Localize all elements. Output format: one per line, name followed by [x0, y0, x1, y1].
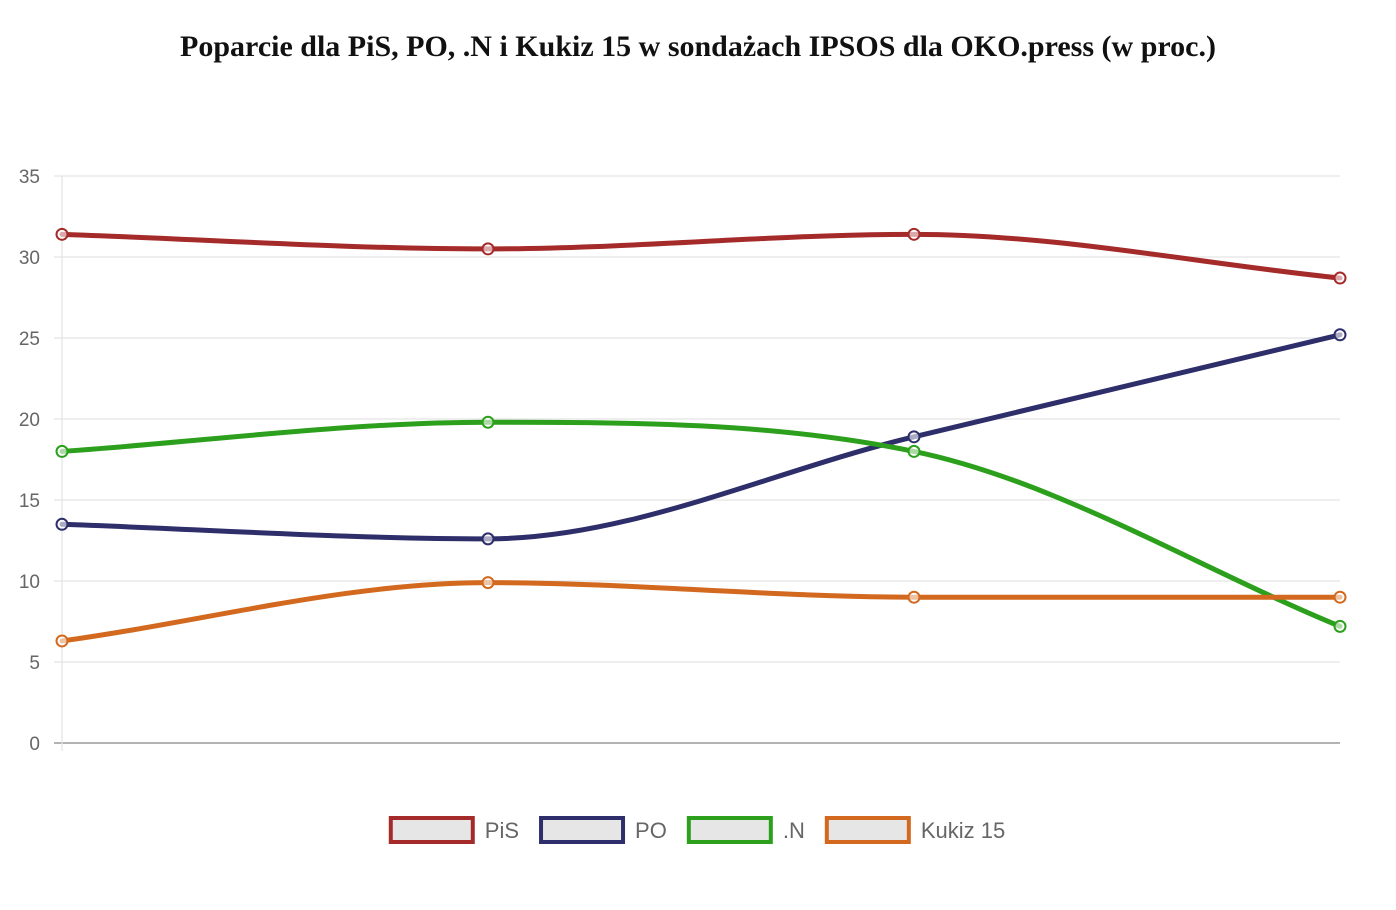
- series-lines: [55, 227, 1347, 648]
- data-point[interactable]: [55, 227, 69, 241]
- data-point[interactable]: [907, 444, 921, 458]
- data-point[interactable]: [1333, 619, 1347, 633]
- series-line: [59, 419, 1343, 629]
- legend-item[interactable]: PiS: [388, 816, 519, 844]
- legend-label: PiS: [485, 818, 519, 843]
- legend-swatch: [388, 816, 475, 844]
- legend-item[interactable]: .N: [686, 816, 805, 844]
- series-line: [59, 332, 1343, 542]
- legend-label: PO: [635, 818, 667, 843]
- series-0: [55, 227, 1347, 285]
- data-point[interactable]: [481, 532, 495, 546]
- series-2: [55, 415, 1347, 633]
- legend-swatch: [686, 816, 773, 844]
- y-tick-label: 30: [19, 248, 40, 269]
- chart-title: Poparcie dla PiS, PO, .N i Kukiz 15 w so…: [180, 30, 1216, 63]
- data-point[interactable]: [481, 576, 495, 590]
- y-tick-label: 35: [19, 167, 40, 188]
- series-line: [59, 231, 1343, 281]
- data-point[interactable]: [907, 227, 921, 241]
- data-point[interactable]: [1333, 590, 1347, 604]
- series-3: [55, 576, 1347, 648]
- legend[interactable]: PiS PO .N Kukiz 15: [388, 816, 1005, 844]
- y-tick-label: 25: [19, 329, 40, 350]
- legend-item[interactable]: Kukiz 15: [824, 816, 1005, 844]
- data-point[interactable]: [907, 590, 921, 604]
- axes: 0 5 10 15 20 25 30 35: [19, 167, 63, 755]
- grid: [54, 175, 1340, 744]
- data-point[interactable]: [55, 517, 69, 531]
- data-point[interactable]: [907, 430, 921, 444]
- y-tick-label: 0: [29, 734, 40, 755]
- data-point[interactable]: [1333, 271, 1347, 285]
- legend-item[interactable]: PO: [539, 816, 667, 844]
- legend-label: .N: [783, 818, 805, 843]
- y-tick-label: 15: [19, 491, 40, 512]
- data-point[interactable]: [55, 634, 69, 648]
- legend-label: Kukiz 15: [921, 818, 1005, 843]
- data-point[interactable]: [481, 415, 495, 429]
- legend-swatch: [824, 816, 911, 844]
- legend-swatch: [539, 816, 626, 844]
- data-point[interactable]: [55, 444, 69, 458]
- y-tick-label: 10: [19, 572, 40, 593]
- y-tick-label: 5: [29, 653, 40, 674]
- y-tick-label: 20: [19, 410, 40, 431]
- series-line: [59, 580, 1343, 644]
- data-point[interactable]: [481, 242, 495, 256]
- series-1: [55, 328, 1347, 546]
- data-point[interactable]: [1333, 328, 1347, 342]
